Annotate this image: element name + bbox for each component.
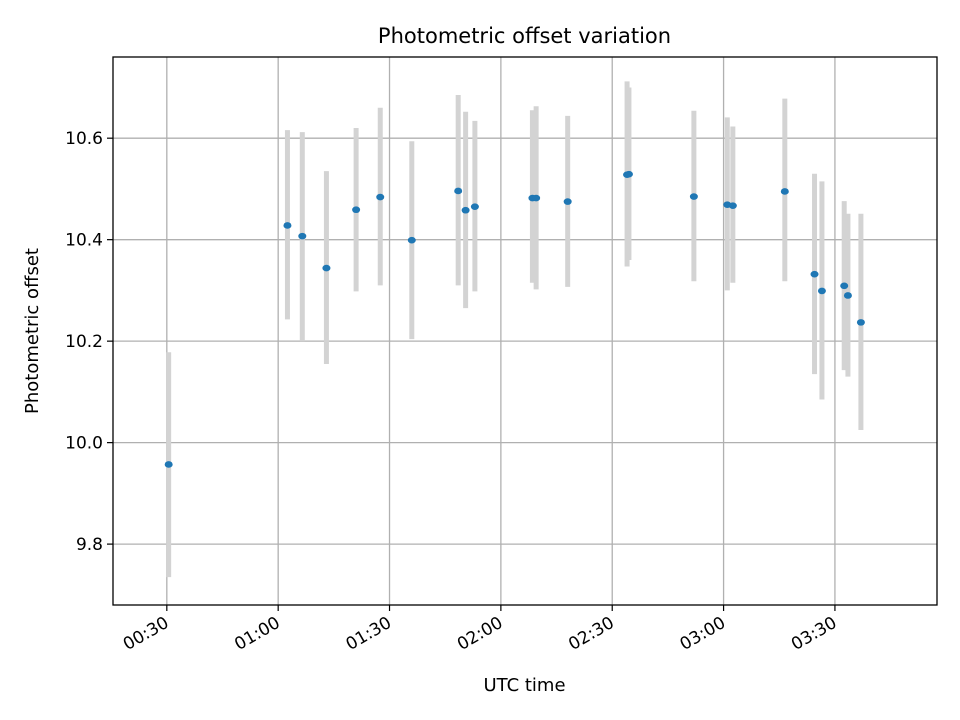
data-point xyxy=(164,461,173,468)
y-axis-label: Photometric offset xyxy=(22,248,43,414)
data-point xyxy=(840,282,849,290)
chart-title: Photometric offset variation xyxy=(378,24,671,48)
data-point xyxy=(780,188,789,195)
data-point xyxy=(407,236,416,244)
data-points xyxy=(164,170,865,468)
data-point xyxy=(728,202,737,209)
data-point xyxy=(454,187,463,195)
data-point xyxy=(856,319,865,326)
data-point xyxy=(689,193,698,200)
y-tick-label: 10.2 xyxy=(65,332,103,352)
y-tick-label: 9.8 xyxy=(76,535,103,555)
data-point xyxy=(843,292,852,299)
y-axis: 9.8 10.0 10.2 10.4 10.6 xyxy=(65,129,113,555)
data-point xyxy=(563,198,572,205)
data-point xyxy=(322,264,331,272)
data-point xyxy=(283,222,292,229)
data-point xyxy=(532,194,541,202)
plot-frame xyxy=(112,56,938,606)
y-tick-label: 10.4 xyxy=(65,231,103,251)
y-tick-label: 10.6 xyxy=(65,129,103,149)
data-point xyxy=(461,206,470,214)
x-axis-label: UTC time xyxy=(483,675,565,696)
data-point xyxy=(376,193,385,201)
data-point xyxy=(470,203,479,210)
data-point xyxy=(298,232,307,240)
data-point xyxy=(624,170,633,178)
grid xyxy=(113,57,937,605)
y-tick-label: 10.0 xyxy=(65,434,103,454)
data-point xyxy=(810,270,819,278)
data-point xyxy=(352,206,361,214)
data-point xyxy=(817,287,826,295)
